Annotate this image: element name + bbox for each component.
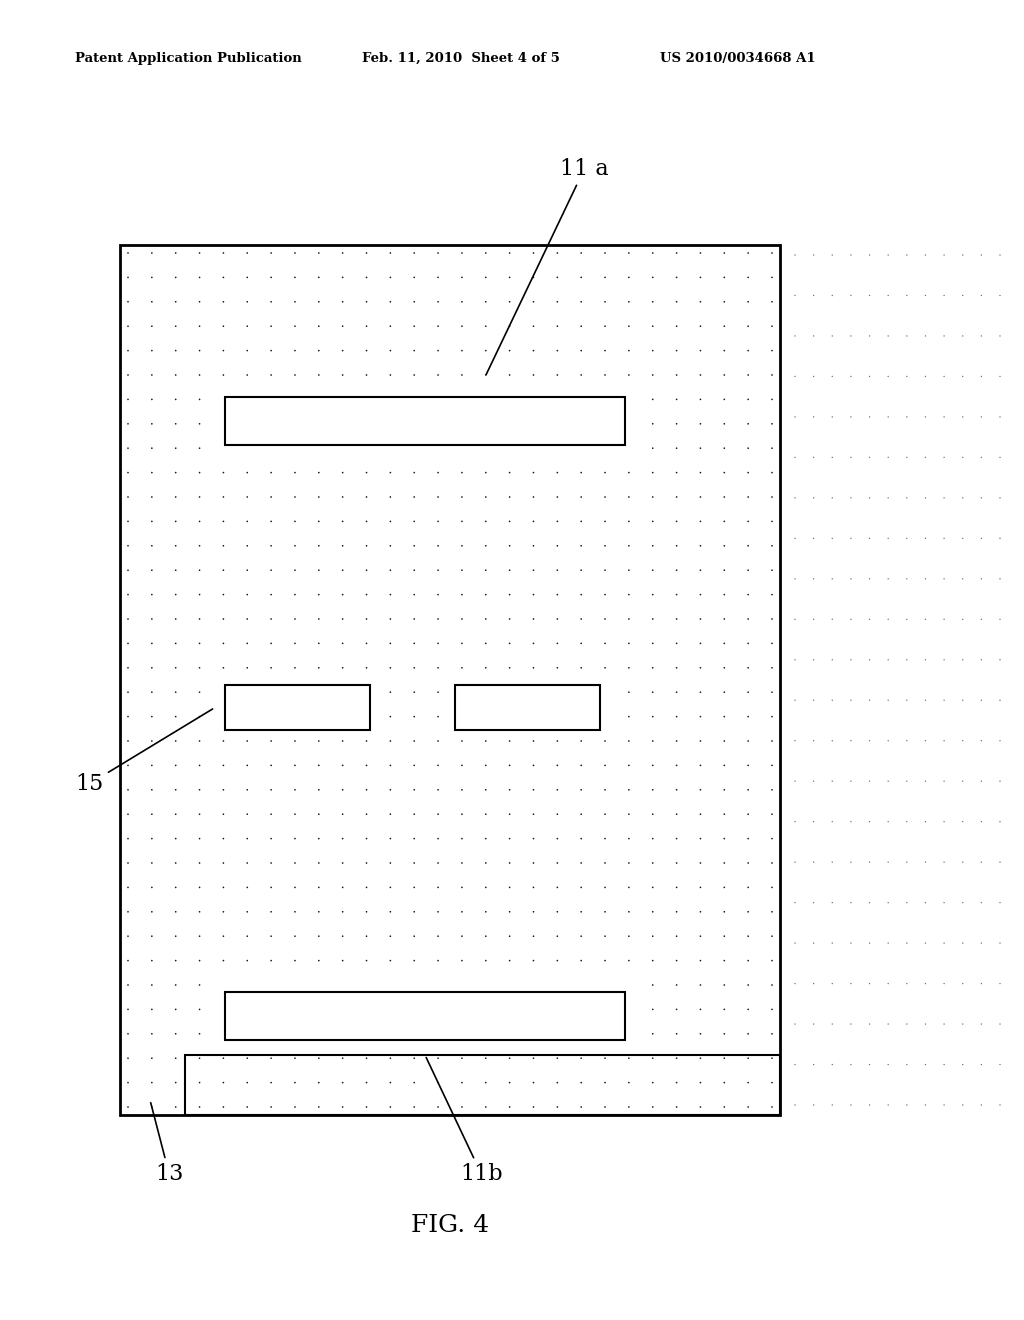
Bar bbox=[120, 246, 780, 1115]
Text: Feb. 11, 2010  Sheet 4 of 5: Feb. 11, 2010 Sheet 4 of 5 bbox=[362, 51, 560, 65]
Bar bbox=[225, 993, 625, 1040]
Bar bbox=[185, 1055, 780, 1115]
Text: 15: 15 bbox=[75, 709, 213, 795]
Text: 11b: 11b bbox=[426, 1057, 503, 1185]
Text: FIG. 4: FIG. 4 bbox=[411, 1213, 489, 1237]
Text: US 2010/0034668 A1: US 2010/0034668 A1 bbox=[660, 51, 816, 65]
Text: 13: 13 bbox=[151, 1102, 183, 1185]
Bar bbox=[225, 397, 625, 445]
Bar bbox=[455, 685, 600, 730]
Bar bbox=[225, 685, 370, 730]
Text: 11 a: 11 a bbox=[486, 158, 608, 375]
Text: Patent Application Publication: Patent Application Publication bbox=[75, 51, 302, 65]
